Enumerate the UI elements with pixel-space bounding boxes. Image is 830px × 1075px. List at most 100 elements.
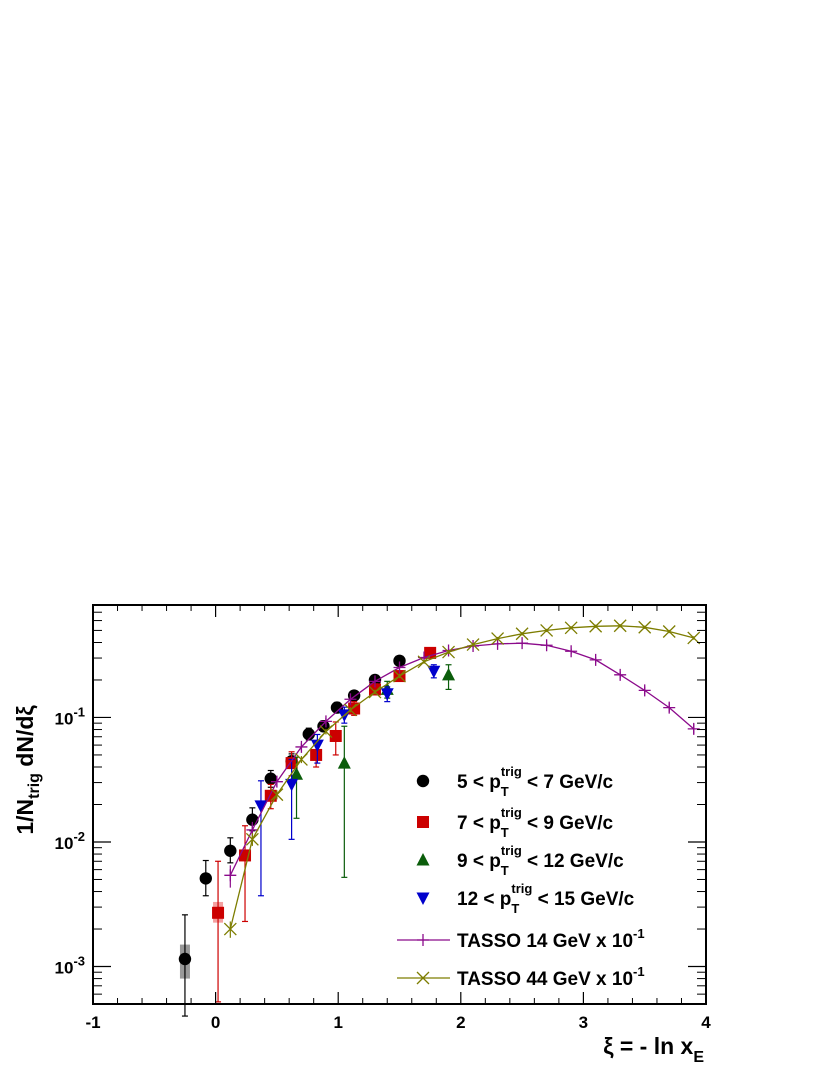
tick-layer: -1 0 1 2 3 410-310-210-1 [55, 604, 711, 1032]
data-point [368, 675, 381, 688]
y-tick-label: 10-3 [55, 954, 85, 978]
legend-label-superscript: trig [511, 881, 532, 896]
data-point [245, 832, 259, 846]
legend-label-text: < 7 GeV/c [522, 772, 614, 793]
data-point [290, 767, 304, 780]
y-tick-label: 10-1 [55, 704, 85, 728]
legend-label-text: 9 < p [457, 851, 501, 872]
x-axis-title-main: ξ = - ln x [603, 1033, 693, 1059]
y-axis-title: 1/Ntrig dN/dξ [12, 705, 43, 835]
legend-label-text: TASSO 14 GeV x 10 [457, 931, 633, 952]
data-point [614, 668, 627, 681]
data-point [319, 725, 333, 739]
data-point [294, 752, 308, 766]
legend-label-superscript: trig [501, 843, 522, 858]
x-axis-title: ξ = - ln xE [603, 1033, 704, 1066]
data-point [254, 800, 268, 813]
legend-marker [416, 774, 430, 788]
data-point [368, 683, 381, 696]
legend-label-subscript: T [511, 901, 519, 916]
x-tick-label: 3 [579, 1013, 588, 1032]
data-point [662, 625, 676, 638]
legend-label-text: 7 < p [457, 813, 501, 834]
legend-label-text: TASSO 44 GeV x 10 [457, 969, 633, 990]
legend-label: TASSO 14 GeV x 10-1 [457, 926, 645, 952]
y-tick-label-base: 10 [55, 709, 74, 728]
data-point [380, 688, 394, 701]
data-point [224, 844, 237, 857]
x-tick-label: 4 [701, 1013, 711, 1032]
data-point [264, 772, 277, 785]
legend-marker [416, 892, 430, 905]
legend-label-text: 12 < p [457, 889, 511, 910]
data-point [212, 906, 225, 919]
legend-label-text: < 15 GeV/c [532, 889, 634, 910]
y-axis-title-pre: 1/N [12, 799, 38, 835]
data-point [515, 627, 529, 641]
data-point [427, 665, 441, 679]
y-tick-label-base: 10 [55, 959, 74, 978]
legend-label: 5 < ptrig T < 7 GeV/c [457, 764, 614, 799]
data-point [285, 778, 299, 792]
data-point [329, 729, 342, 742]
y-tick-label-exponent: -1 [73, 704, 85, 719]
series-4 [254, 664, 441, 897]
data-point [540, 623, 554, 637]
data-point [310, 748, 323, 761]
data-point [344, 703, 357, 717]
data-point [178, 952, 192, 966]
data-point [638, 620, 652, 634]
x-tick-label: 2 [456, 1013, 465, 1032]
legend-marker [416, 853, 430, 866]
data-point [270, 788, 284, 802]
data-point [368, 685, 382, 699]
data-point [638, 684, 651, 697]
legend-label-superscript: -1 [633, 926, 645, 941]
y-tick-label-exponent: -3 [73, 954, 85, 969]
data-point [442, 645, 455, 659]
legend: 5 < ptrig T < 7 GeV/c7 < ptrig T < 9 GeV/c… [397, 764, 645, 990]
legend-label-superscript: trig [501, 764, 522, 779]
x-tick-label: 1 [333, 1013, 342, 1032]
data-point [491, 632, 505, 646]
data-point [393, 654, 406, 668]
data-point [516, 637, 529, 650]
data-point [613, 619, 627, 633]
legend-label: 12 < ptrig T < 15 GeV/c [457, 881, 635, 916]
data-point [337, 756, 351, 769]
data-point [424, 646, 437, 659]
data-point [442, 667, 456, 681]
legend-label: 7 < ptrig T < 9 GeV/c [457, 805, 614, 840]
data-point [319, 715, 332, 728]
legend-marker [417, 934, 429, 946]
data-point [224, 869, 237, 882]
y-axis-title-post: dN/dξ [12, 705, 38, 773]
data-point [564, 621, 578, 635]
legend-marker [417, 816, 429, 828]
data-point [393, 661, 406, 674]
data-point [540, 639, 553, 652]
data-point [687, 722, 700, 735]
legend-marker [416, 971, 430, 985]
y-tick-label-exponent: -2 [73, 829, 85, 844]
data-point [344, 693, 357, 706]
data-point [310, 739, 324, 753]
x-tick-label: 0 [211, 1013, 220, 1032]
legend-label-subscript: T [501, 825, 509, 840]
y-axis-title-sub: trig [26, 773, 43, 799]
series-6 [223, 619, 701, 938]
y-tick-label: 10-2 [55, 829, 85, 853]
y-tick-label-base: 10 [55, 834, 74, 853]
data-point [223, 922, 237, 936]
data-point [295, 740, 308, 753]
data-point [565, 645, 578, 658]
x-tick-label: -1 [85, 1013, 100, 1032]
legend-label-text: < 12 GeV/c [522, 851, 624, 872]
data-point [466, 638, 480, 652]
legend-label-superscript: -1 [633, 964, 645, 979]
data-point [589, 653, 602, 666]
legend-label-text: < 9 GeV/c [522, 813, 614, 834]
data-point [687, 631, 701, 645]
